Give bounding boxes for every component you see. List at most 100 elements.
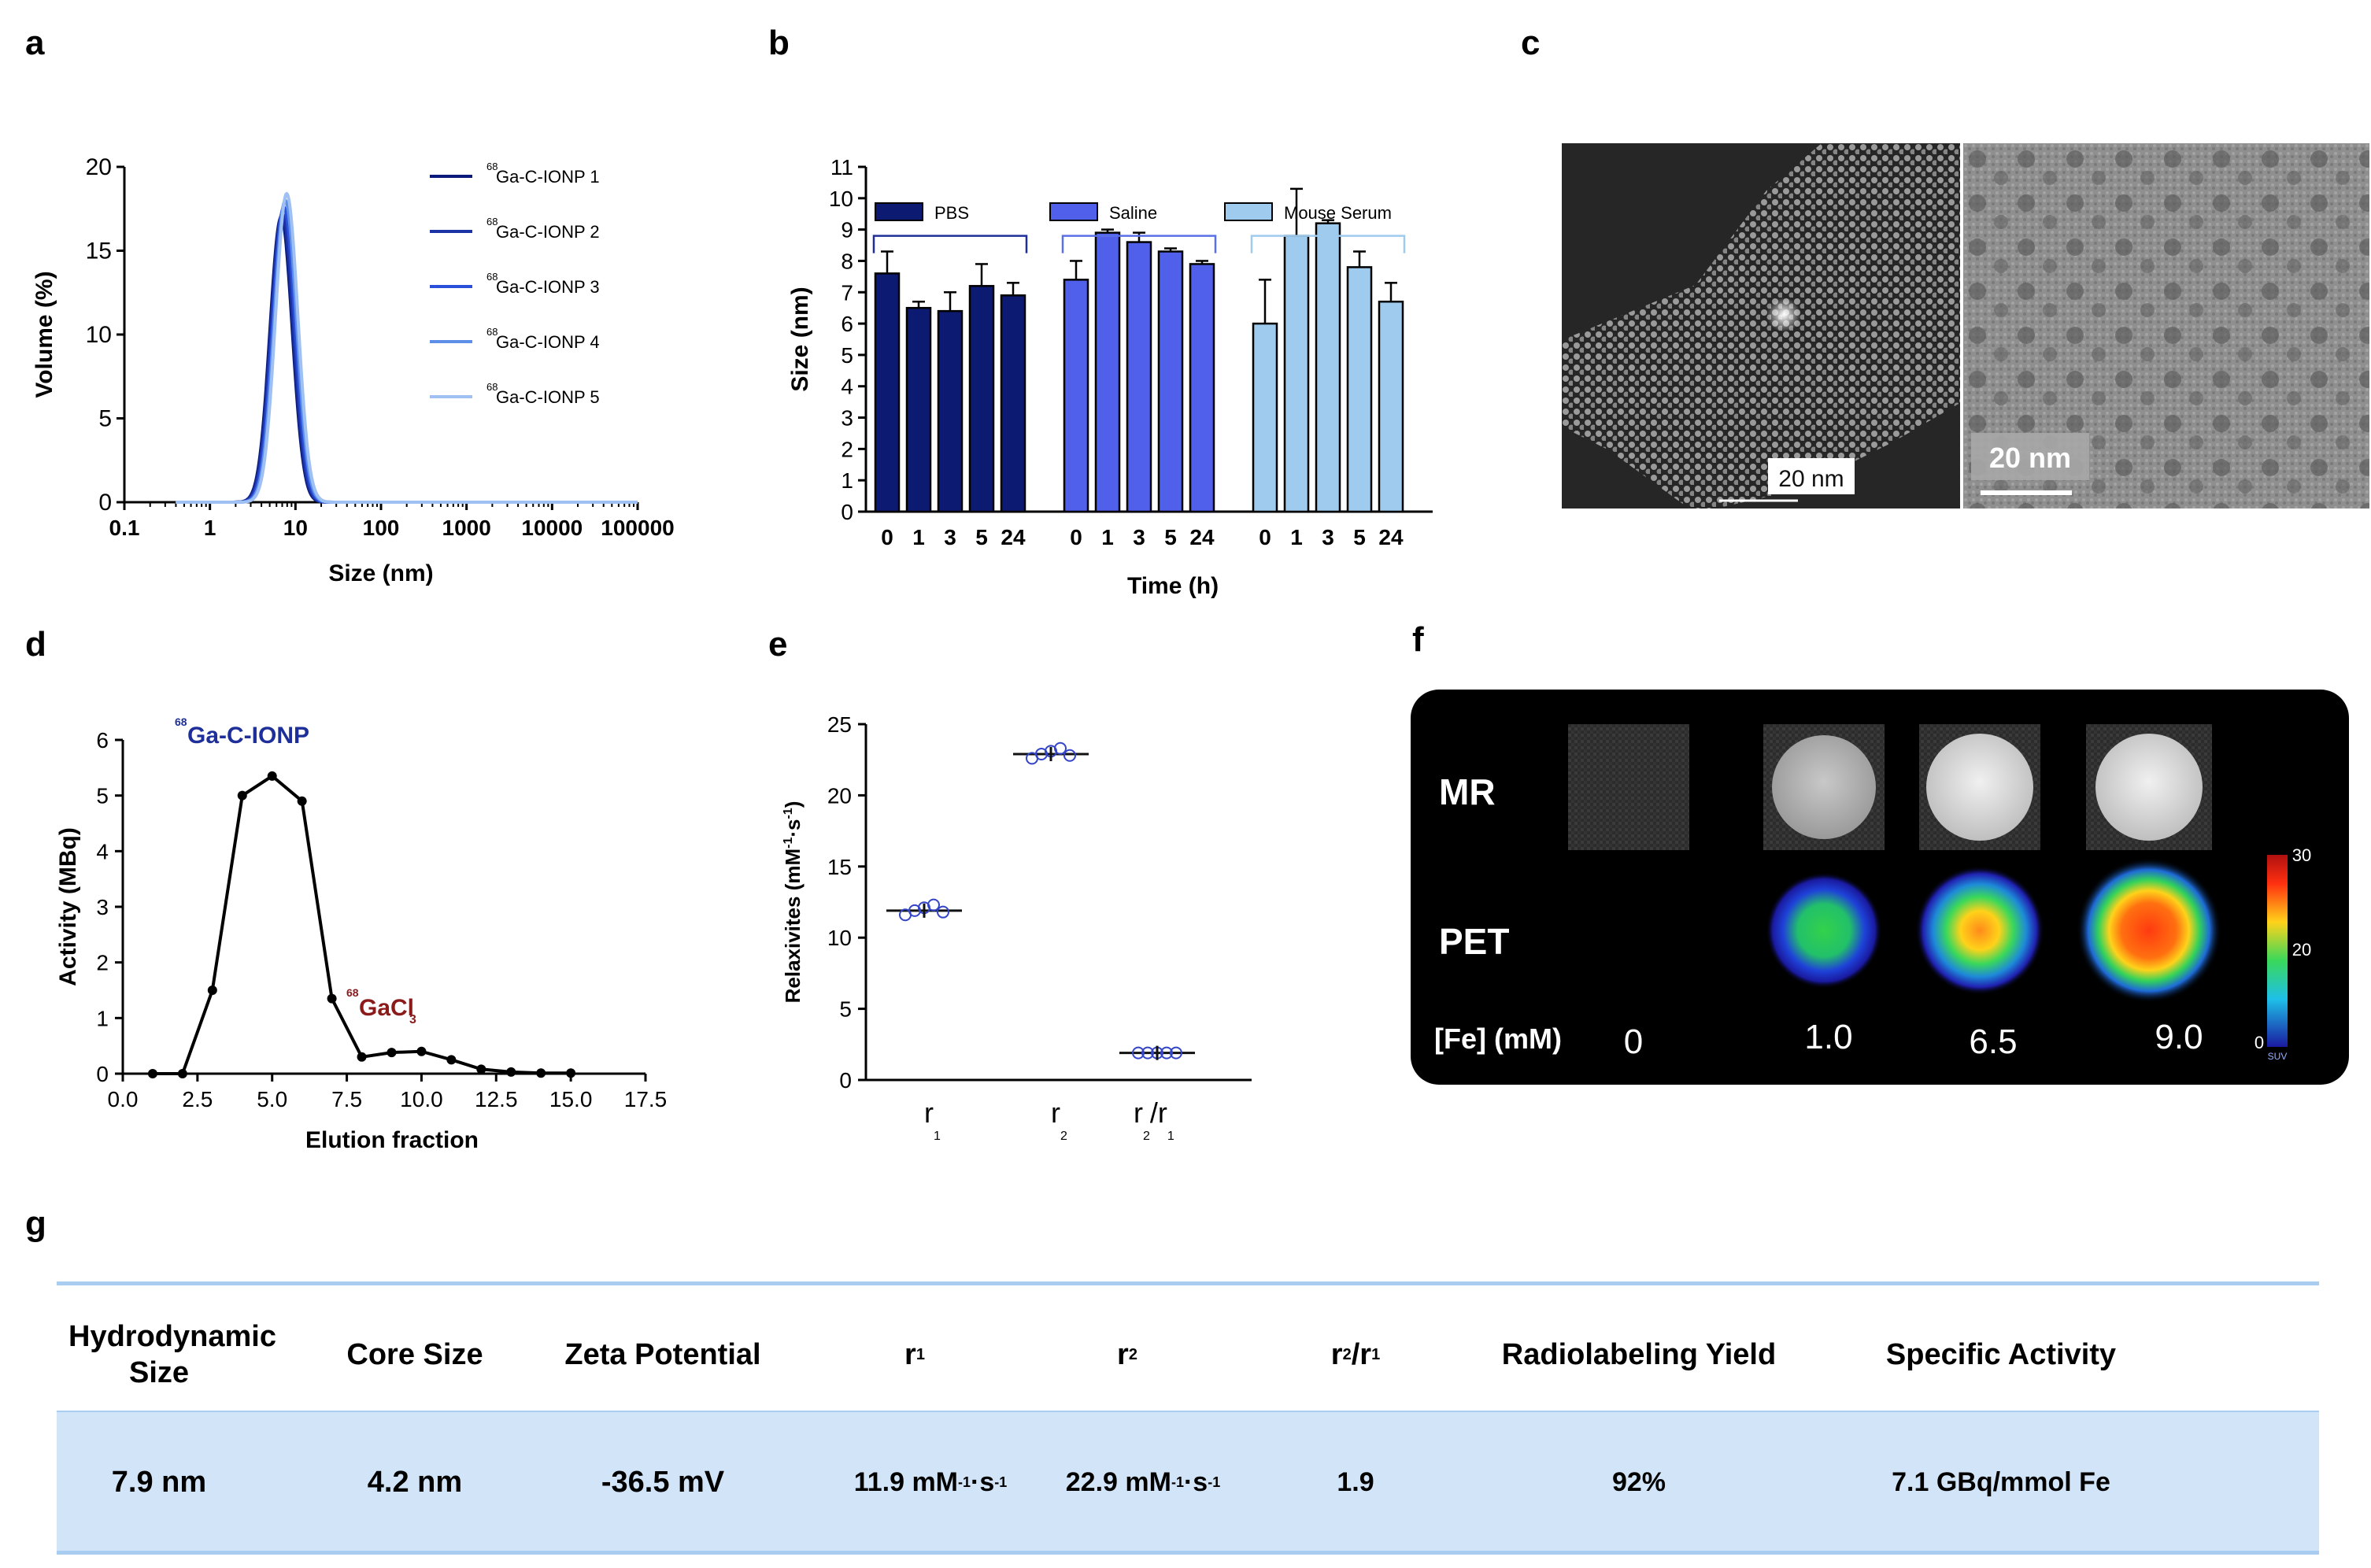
d-point <box>237 790 247 801</box>
b-legend-label: Saline <box>1109 203 1157 223</box>
pet-image-1 <box>1766 872 1882 989</box>
d-annotation-label: Ga-C-IONP <box>187 723 309 749</box>
b-x-tick-label: 5 <box>975 525 988 549</box>
a-y-tick-label: 0 <box>98 490 112 516</box>
table-top-rule <box>57 1281 2319 1285</box>
d-x-tick-label: 5.0 <box>257 1087 287 1111</box>
b-x-axis-label: Time (h) <box>1127 573 1219 599</box>
b-bar <box>1000 294 1026 513</box>
a-legend-label: Ga-C-IONP 4 <box>496 332 600 352</box>
mr-row-label: MR <box>1439 771 1496 812</box>
b-y-tick-label: 3 <box>841 406 853 431</box>
e-y-tick-label: 10 <box>827 926 852 950</box>
b-x-tick-label: 24 <box>1189 525 1215 549</box>
tem-image-bright-field: 20 nm <box>1963 143 2369 508</box>
mr-image-9 <box>2095 734 2203 841</box>
a-y-tick-label: 5 <box>98 406 112 432</box>
d-point <box>357 1052 367 1062</box>
header-core-size: Core Size <box>346 1337 483 1371</box>
fe-concentration-label: [Fe] (mM) <box>1434 1023 1562 1055</box>
a-x-tick-label: 0.1 <box>109 516 140 540</box>
a-legend-isotope: 68 <box>486 326 498 338</box>
e-x-tick-label: r2 <box>1051 1096 1067 1143</box>
b-y-tick-label: 6 <box>841 312 853 336</box>
b-y-tick-label: 7 <box>841 280 853 305</box>
e-point <box>1132 1046 1145 1060</box>
b-group-bracket <box>1250 235 1406 253</box>
e-y-tick-label: 25 <box>827 712 852 737</box>
d-point <box>476 1064 486 1074</box>
d-x-tick-label: 12.5 <box>475 1087 518 1111</box>
b-legend-label: PBS <box>934 203 969 223</box>
a-y-axis-label: Volume (%) <box>31 271 57 398</box>
b-bar <box>937 309 964 513</box>
d-annotation2-isotope: 68 <box>346 986 359 999</box>
a-series-line <box>176 215 638 504</box>
tem-scale-label-right: 20 nm <box>1989 442 2071 474</box>
panel-letter-f: f <box>1412 620 1424 659</box>
a-y-tick-label: 15 <box>86 239 112 264</box>
chart-a-size-distribution: 0.1 1 10 100 1000 10000 100000 0 5 10 15 20 Size (nm… <box>31 154 675 586</box>
b-y-tick-label: 10 <box>829 187 853 211</box>
a-x-tick-label: 1000 <box>442 516 491 540</box>
b-bar <box>1346 266 1373 513</box>
colorbar-unit: SUV <box>2268 1051 2288 1062</box>
d-y-tick-label: 2 <box>96 951 109 975</box>
b-y-tick-label: 4 <box>841 375 853 399</box>
d-x-tick-label: 17.5 <box>624 1087 668 1111</box>
d-annotation2-sub: 3 <box>409 1013 416 1026</box>
d-point <box>177 1069 187 1078</box>
e-point <box>1160 1046 1173 1060</box>
panel-letter-d: d <box>25 625 46 664</box>
a-legend-isotope: 68 <box>486 216 498 227</box>
a-x-tick-label: 10 <box>283 516 308 540</box>
e-y-tick-label: 15 <box>827 855 852 879</box>
b-x-tick-label: 24 <box>1378 525 1404 549</box>
d-x-tick-label: 7.5 <box>331 1087 362 1111</box>
panel-letter-c: c <box>1521 24 1541 62</box>
b-legend-label: Mouse Serum <box>1284 203 1392 223</box>
chart-e-relaxivities: 0 5 10 15 20 25 Relaxivites (mM-1·s-1) r1 r2 r2/r… <box>781 712 1252 1143</box>
pet-image-9 <box>2077 858 2221 1003</box>
b-x-tick-label: 1 <box>1101 525 1114 549</box>
tem-particles-bright: 20 nm <box>1963 143 2369 508</box>
e-y-tick-label: 0 <box>839 1068 852 1093</box>
a-x-tick-label: 100000 <box>601 516 674 540</box>
b-x-tick-label: 0 <box>1259 525 1271 549</box>
header-hydrodynamic-size: Hydrodynamic Size <box>68 1320 276 1389</box>
colorbar-tick-0: 0 <box>2254 1033 2264 1052</box>
panel-letter-b: b <box>768 24 790 62</box>
a-x-tick-label: 1 <box>204 516 216 540</box>
d-point <box>446 1055 457 1065</box>
a-legend-label: Ga-C-IONP 5 <box>496 387 600 407</box>
mr-image-0 <box>1568 724 1689 850</box>
e-point <box>927 898 940 912</box>
d-point <box>506 1067 516 1077</box>
b-legend-swatch <box>1224 202 1273 221</box>
header-specific-activity: Specific Activity <box>1885 1337 2117 1371</box>
d-point <box>267 771 277 781</box>
suv-colorbar <box>2267 855 2288 1047</box>
e-point <box>1170 1046 1182 1060</box>
b-bar <box>874 272 901 513</box>
d-y-tick-label: 4 <box>96 839 109 864</box>
a-series-line <box>176 212 638 504</box>
colorbar-tick-30: 30 <box>2292 845 2311 865</box>
b-x-tick-label: 0 <box>1070 525 1082 549</box>
a-legend-label: Ga-C-IONP 3 <box>496 277 600 297</box>
value-zeta-potential: -36.5 mV <box>601 1465 725 1499</box>
b-y-tick-label: 5 <box>841 343 853 368</box>
panel-letter-e: e <box>768 625 788 664</box>
b-legend-swatch <box>875 202 923 221</box>
tem-scale-label-left: 20 nm <box>1778 466 1844 492</box>
b-bar <box>1283 235 1310 513</box>
b-group-bracket <box>872 235 1028 253</box>
d-point <box>297 796 307 806</box>
header-radiolabeling-yield: Radiolabeling Yield <box>1501 1337 1777 1371</box>
d-point <box>387 1048 397 1058</box>
value-r1: 11.9 mM -1 ·s -1 <box>853 1466 1008 1497</box>
a-legend-label: Ga-C-IONP 2 <box>496 222 600 242</box>
b-x-tick-label: 1 <box>912 525 925 549</box>
d-point <box>207 986 217 995</box>
d-y-tick-label: 5 <box>96 784 109 808</box>
